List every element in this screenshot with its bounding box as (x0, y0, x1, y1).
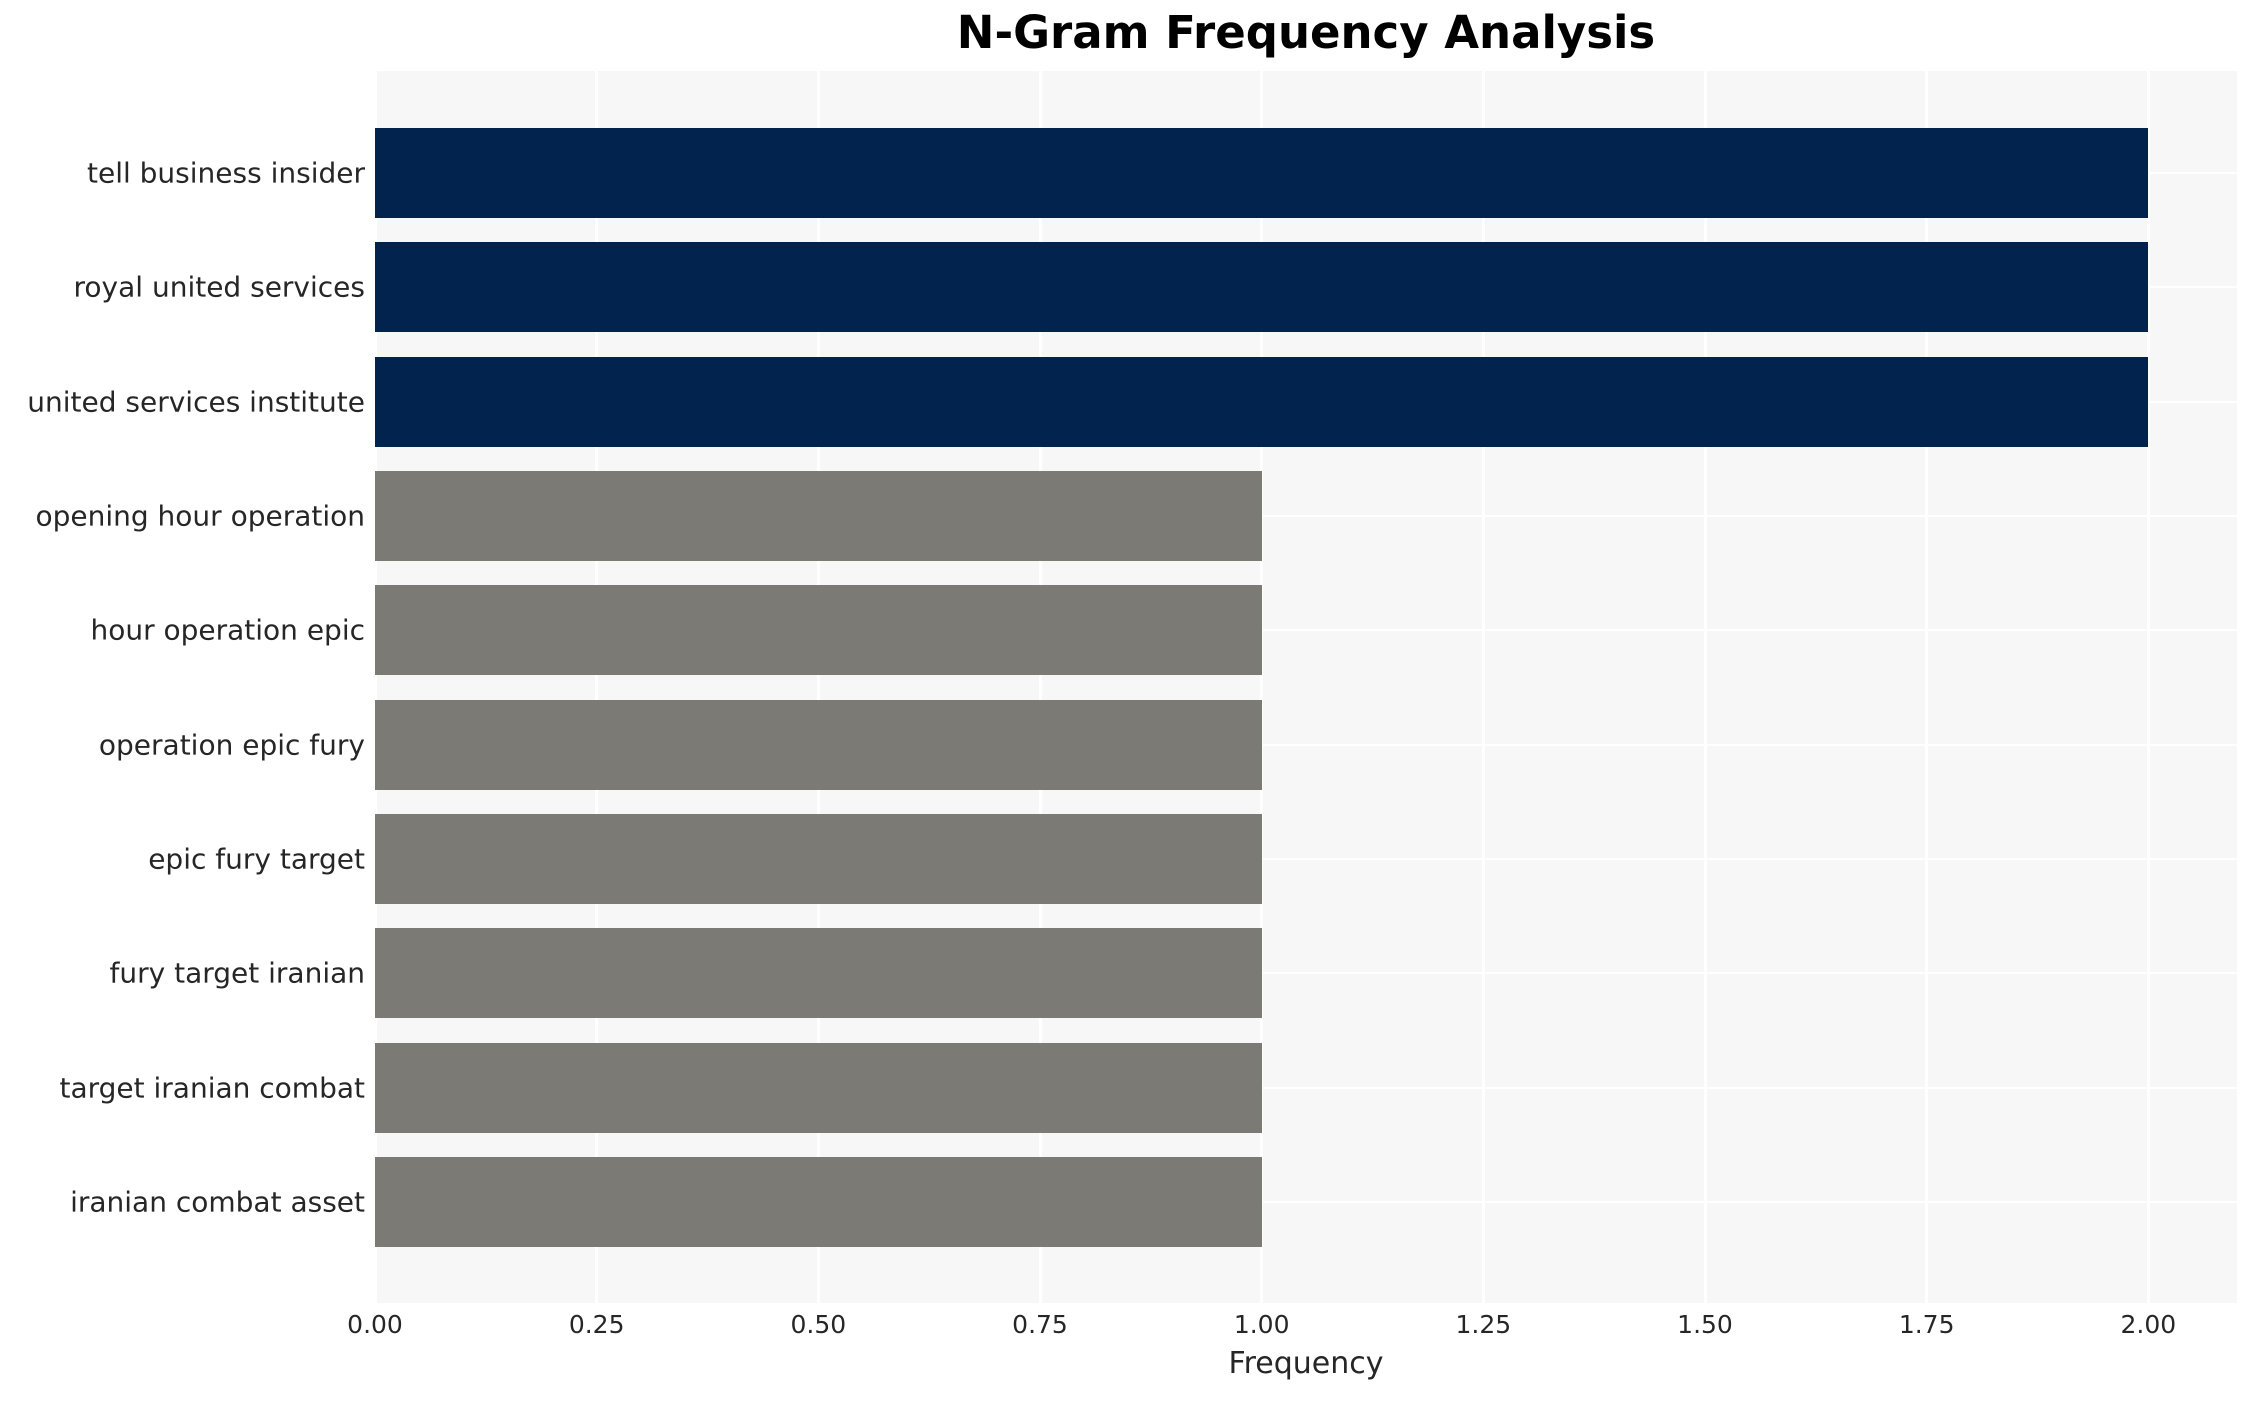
h-gridline (375, 514, 2237, 517)
y-tick-label: target iranian combat (59, 1071, 365, 1105)
bar (375, 470, 1262, 561)
y-tick-label: iranian combat asset (70, 1185, 365, 1219)
v-gridline (1260, 71, 1264, 1303)
h-gridline (375, 629, 2237, 632)
y-tick-label: hour operation epic (90, 613, 365, 647)
bar (375, 585, 1262, 676)
x-tick-label: 1.75 (1898, 1310, 1955, 1339)
chart-title: N-Gram Frequency Analysis (956, 6, 1656, 59)
x-tick-label: 2.00 (2120, 1310, 2177, 1339)
h-gridline (375, 743, 2237, 746)
h-gridline (375, 1200, 2237, 1203)
h-gridline (375, 972, 2237, 975)
x-tick-label: 0.00 (347, 1310, 403, 1339)
x-tick-label: 0.50 (790, 1310, 847, 1339)
y-tick-label: opening hour operation (35, 499, 365, 533)
v-gridline (816, 71, 820, 1303)
x-tick-label: 0.75 (1012, 1310, 1068, 1339)
h-gridline (375, 1086, 2237, 1089)
y-tick-label: united services institute (27, 385, 365, 419)
bar (375, 699, 1262, 790)
v-gridline (1925, 71, 1929, 1303)
x-tick-label: 1.25 (1455, 1310, 1512, 1339)
x-tick-label: 1.00 (1233, 1310, 1290, 1339)
v-gridline (595, 71, 599, 1303)
bar (375, 128, 2149, 218)
bar (375, 1156, 1262, 1247)
y-tick-label: royal united services (73, 270, 365, 304)
x-tick-label: 1.50 (1677, 1310, 1733, 1339)
bar (375, 813, 1262, 904)
plot-area (373, 71, 2237, 1303)
v-gridline (373, 71, 377, 1303)
y-tick-label: tell business insider (86, 156, 365, 190)
v-gridline (1703, 71, 1707, 1303)
bar (375, 356, 2149, 447)
y-tick-label: operation epic fury (98, 728, 365, 762)
h-gridline (375, 857, 2237, 860)
bar (375, 242, 2149, 333)
v-gridline (2146, 71, 2150, 1303)
y-tick-label: epic fury target (148, 842, 365, 876)
bar (375, 1042, 1262, 1133)
x-tick-label: 0.25 (568, 1310, 625, 1339)
v-gridline (1481, 71, 1485, 1303)
bar (375, 928, 1262, 1019)
y-tick-label: fury target iranian (109, 956, 366, 990)
v-gridline (1038, 71, 1042, 1303)
x-axis-title: Frequency (1228, 1346, 1384, 1381)
